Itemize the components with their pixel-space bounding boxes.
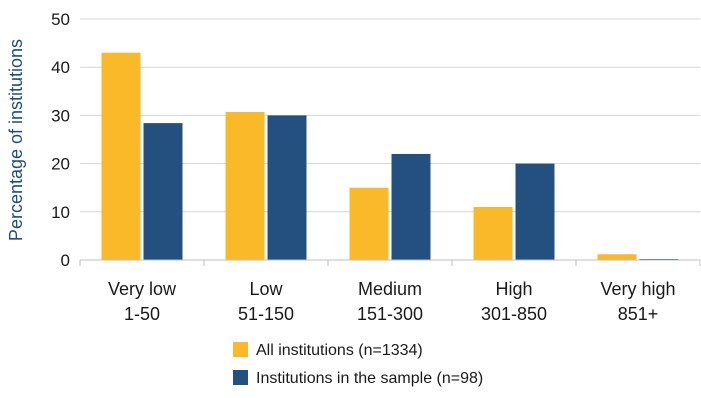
bar-sample-institutions — [391, 153, 431, 260]
y-tick-label: 20 — [51, 155, 70, 174]
x-tick-label: Medium — [358, 279, 422, 299]
bar-all-institutions — [597, 254, 637, 260]
bar-all-institutions — [101, 52, 141, 260]
y-tick-label: 40 — [51, 58, 70, 77]
x-tick-sublabel: 851+ — [618, 304, 659, 324]
bar-sample-institutions — [515, 163, 555, 260]
x-tick-label: High — [495, 279, 532, 299]
bar-all-institutions — [225, 112, 265, 260]
legend-label: Institutions in the sample (n=98) — [256, 370, 483, 387]
bars — [101, 52, 679, 261]
legend-swatch — [233, 342, 248, 357]
x-tick-label: Low — [249, 279, 283, 299]
bar-sample-institutions — [267, 115, 307, 261]
y-axis-ticks: 0 10 20 30 40 50 — [51, 10, 70, 270]
bar-sample-institutions — [143, 123, 183, 260]
bar-all-institutions — [473, 206, 513, 260]
y-tick-label: 10 — [51, 203, 70, 222]
x-tick-label: Very low — [108, 279, 177, 299]
bar-all-institutions — [349, 187, 389, 260]
legend: All institutions (n=1334) Institutions in… — [233, 342, 483, 387]
y-tick-label: 30 — [51, 106, 70, 125]
x-tick-sublabel: 151-300 — [357, 304, 423, 324]
x-tick-sublabel: 301-850 — [481, 304, 547, 324]
legend-label: All institutions (n=1334) — [256, 342, 423, 359]
x-axis: Very low 1-50 Low 51-150 Medium 151-300 High 30… — [79, 259, 701, 324]
legend-swatch — [233, 370, 248, 385]
y-tick-label: 50 — [51, 10, 70, 29]
x-tick-sublabel: 51-150 — [238, 304, 294, 324]
x-tick-sublabel: 1-50 — [124, 304, 160, 324]
y-axis-label: Percentage of institutions — [6, 39, 26, 241]
gridlines — [80, 18, 700, 213]
y-tick-label: 0 — [61, 251, 70, 270]
x-tick-label: Very high — [600, 279, 675, 299]
